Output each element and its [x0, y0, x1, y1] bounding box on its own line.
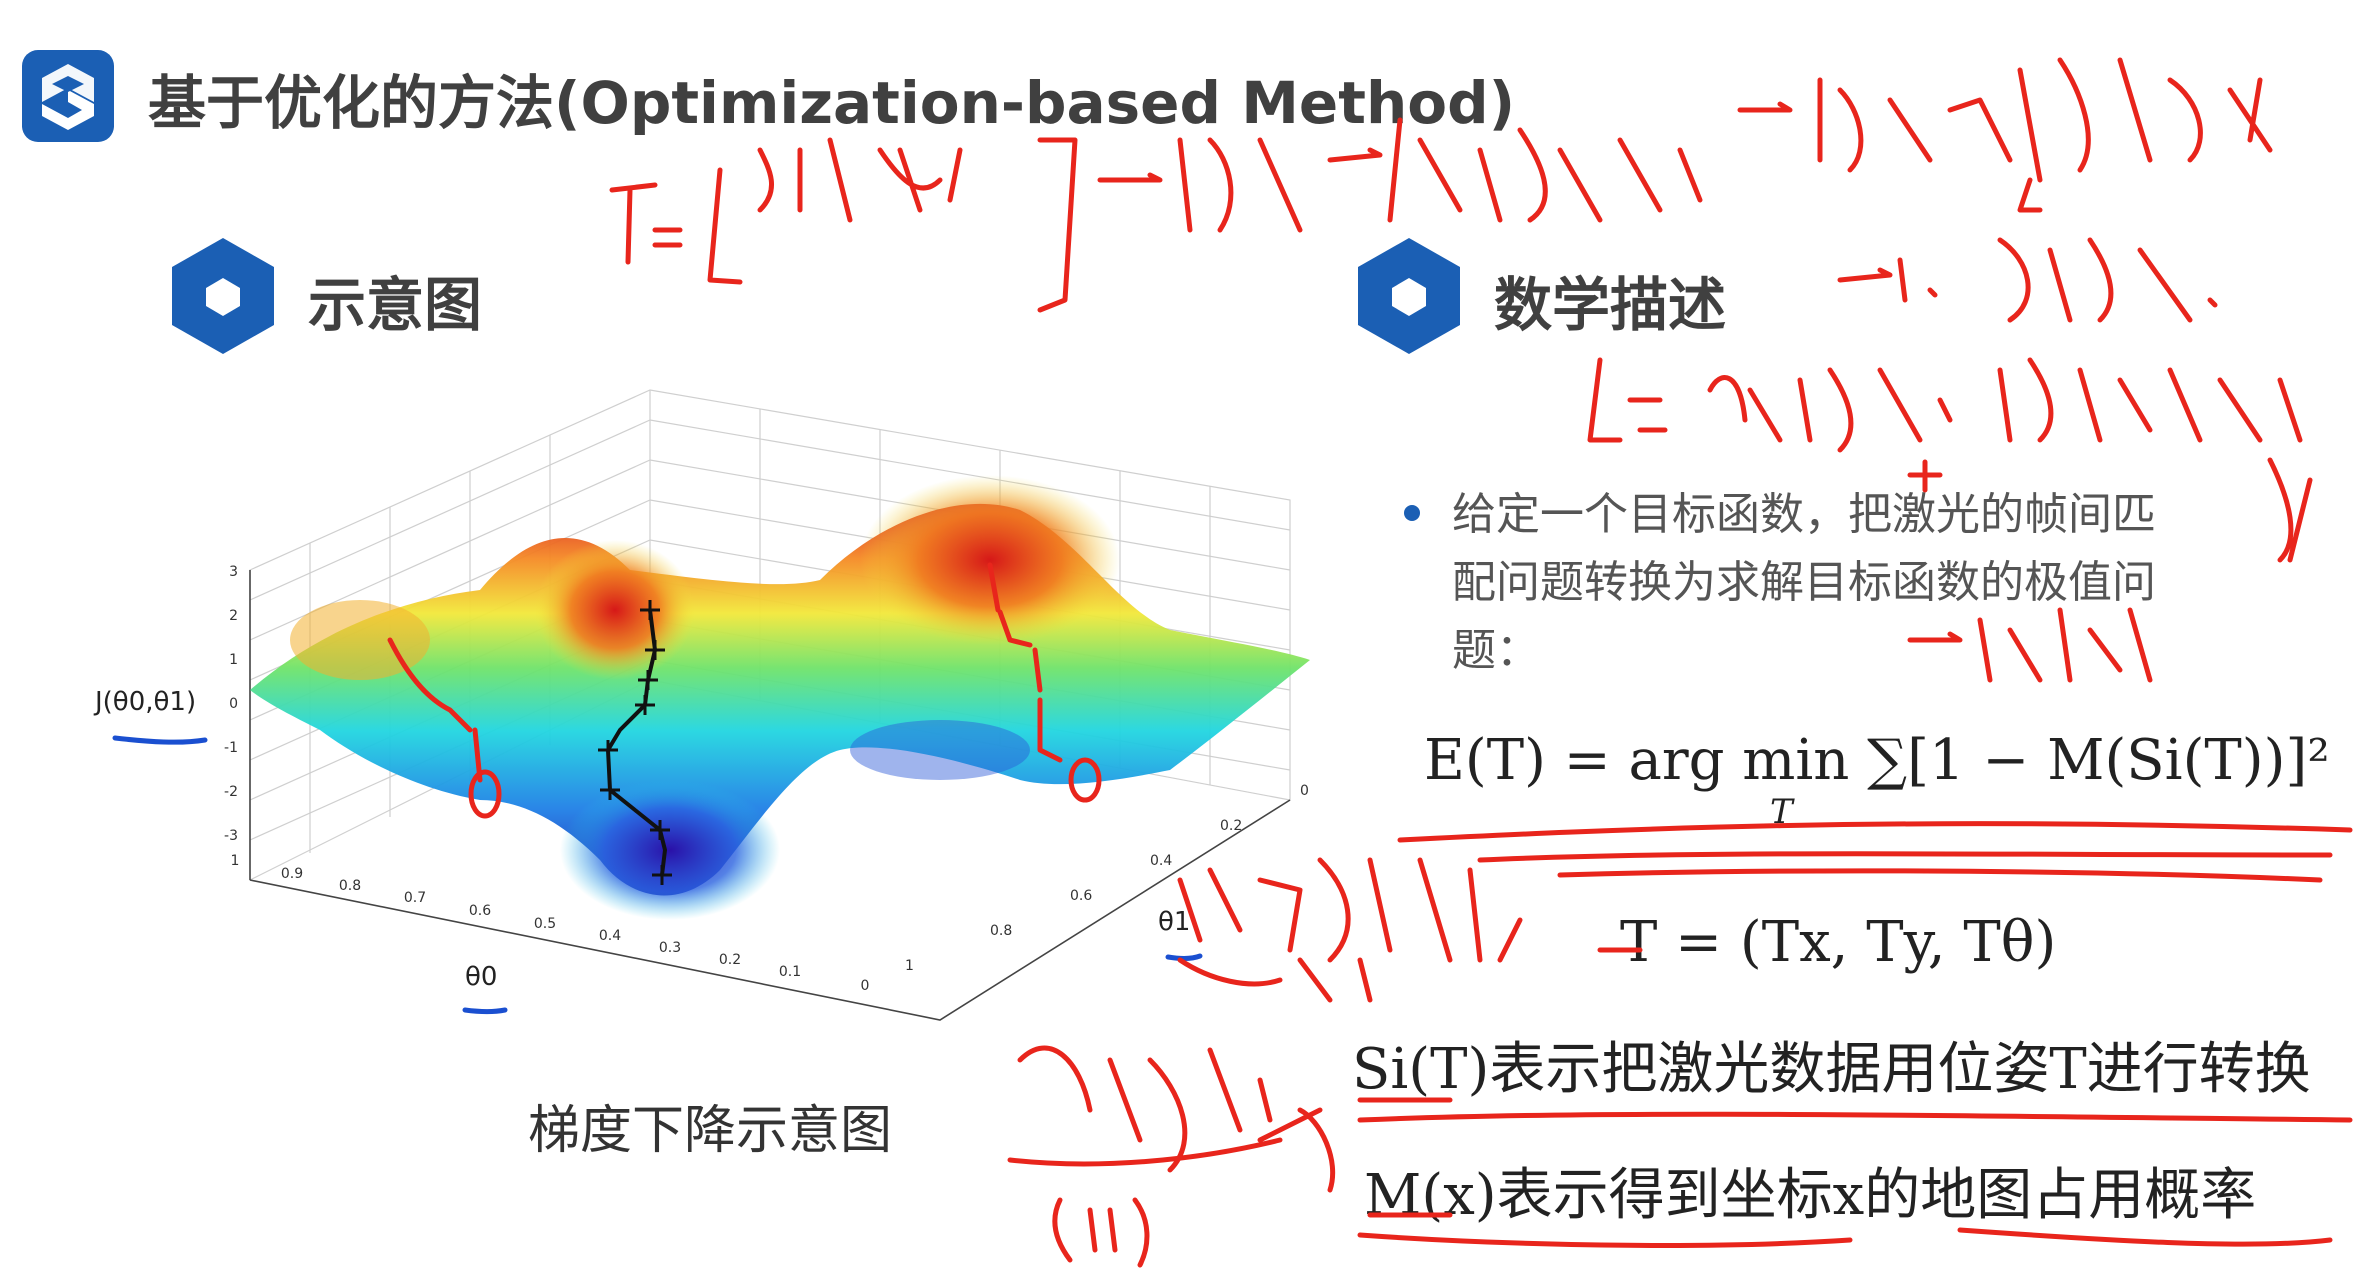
y-axis-label: θ1 — [1158, 907, 1190, 937]
bullet-line: 配问题转换为求解目标函数的极值问 — [1452, 557, 2156, 608]
hexagon-icon — [172, 238, 274, 354]
pose-formula: T = (Tx, Ty, Tθ) — [1620, 910, 2057, 975]
x-axis-label: θ0 — [465, 962, 497, 992]
m-description: M(x)表示得到坐标x的地图占用概率 — [1364, 1163, 2257, 1228]
x-tick: 0.1 — [779, 964, 801, 980]
page-title: 基于优化的方法(Optimization-based Method) — [148, 69, 1516, 137]
y-tick: 0.4 — [1150, 853, 1172, 869]
x-tick: 0.6 — [469, 903, 491, 919]
argmin-subscript: T — [1770, 792, 1793, 832]
x-tick: 0.5 — [534, 916, 556, 932]
x-tick: 0.7 — [404, 890, 426, 906]
section-title-diagram: 示意图 — [308, 271, 483, 339]
x-tick: 0.2 — [719, 952, 741, 968]
z-tick: -2 — [224, 784, 238, 800]
y-tick: 1 — [905, 958, 914, 974]
x-tick: 0.4 — [599, 928, 621, 944]
bullet-line: 题： — [1452, 625, 1540, 676]
y-tick: 0.2 — [1220, 818, 1242, 834]
y-tick: 0.6 — [1070, 888, 1092, 904]
x-tick: 0.9 — [281, 866, 303, 882]
z-tick: -3 — [224, 828, 238, 844]
bullet-line: 给定一个目标函数，把激光的帧间匹 — [1452, 489, 2156, 540]
z-tick: 3 — [229, 564, 238, 580]
bullet-icon — [1404, 505, 1420, 521]
figure-caption: 梯度下降示意图 — [528, 1101, 893, 1161]
logo-icon — [22, 50, 114, 142]
x-tick: 1 — [231, 853, 240, 869]
z-tick: -1 — [224, 740, 238, 756]
z-tick: 2 — [229, 608, 238, 624]
z-tick: 0 — [229, 696, 238, 712]
y-tick: 0 — [1300, 783, 1309, 799]
z-axis-label: J(θ0,θ1) — [93, 687, 196, 717]
hexagon-icon — [1358, 238, 1460, 354]
x-tick: 0.8 — [339, 878, 361, 894]
z-tick: 1 — [229, 652, 238, 668]
objective-formula: E(T) = arg min ∑[1 − M(Si(T))]² — [1424, 728, 2330, 793]
si-description: Si(T)表示把激光数据用位姿T进行转换 — [1352, 1037, 2311, 1102]
y-tick: 0.8 — [990, 923, 1012, 939]
section-title-math: 数学描述 — [1494, 271, 1727, 339]
x-tick: 0.3 — [659, 940, 681, 956]
x-tick: 0 — [861, 978, 870, 994]
gradient-descent-surface-plot: 3 2 1 0 -1 -2 -3 1 0.9 0.8 0.7 0.6 0.5 0… — [93, 389, 1310, 1021]
